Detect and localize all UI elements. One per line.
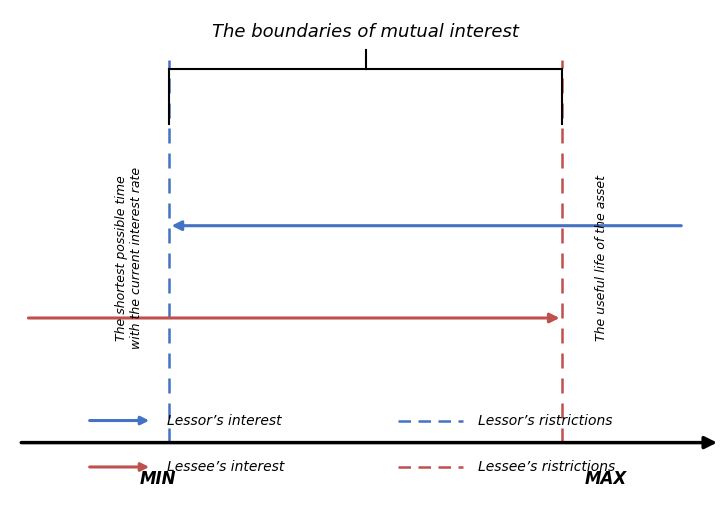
Text: MIN: MIN bbox=[140, 470, 176, 488]
Text: Lessor’s interest: Lessor’s interest bbox=[167, 413, 281, 428]
Text: Lessee’s interest: Lessee’s interest bbox=[167, 460, 284, 474]
Text: Lessor’s ristrictions: Lessor’s ristrictions bbox=[478, 413, 613, 428]
Text: The shortest possible time
with the current interest rate: The shortest possible time with the curr… bbox=[115, 167, 143, 349]
Text: MAX: MAX bbox=[584, 470, 626, 488]
Text: Lessee’s ristrictions: Lessee’s ristrictions bbox=[478, 460, 615, 474]
Text: The boundaries of mutual interest: The boundaries of mutual interest bbox=[212, 23, 519, 41]
Text: The useful life of the asset: The useful life of the asset bbox=[595, 175, 608, 341]
